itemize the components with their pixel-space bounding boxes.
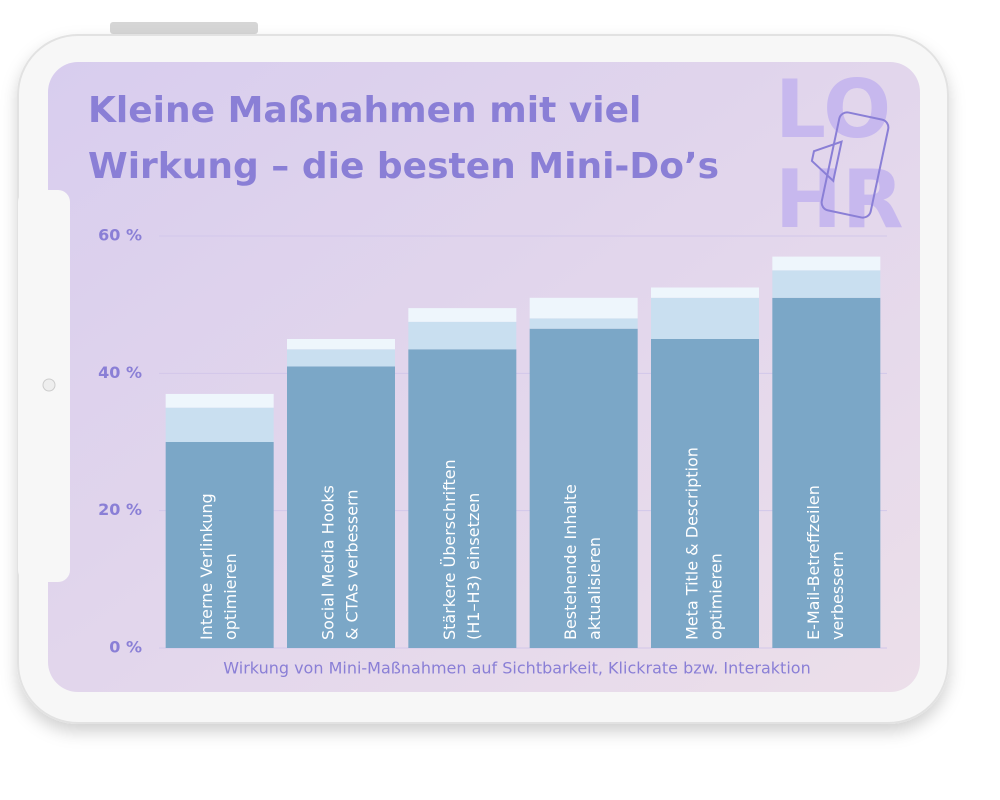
category-label: optimieren [221, 553, 240, 640]
power-button [110, 22, 258, 34]
category-label: E-Mail-Betreffzeilen [804, 485, 823, 640]
bar-segment [772, 256, 881, 271]
bar-segment [165, 393, 274, 408]
x-axis-label: Wirkung von Mini-Maßnahmen auf Sichtbark… [223, 659, 810, 678]
category-label: (H1–H3) einsetzen [464, 493, 483, 640]
bar-segment [529, 328, 638, 648]
bar-segment [651, 287, 759, 298]
y-tick-label: 60 % [98, 226, 142, 245]
logo-icon [810, 111, 890, 219]
logo-text: HR [775, 153, 904, 246]
category-label: Bestehende Inhalte [561, 484, 580, 640]
bar-segment [408, 308, 517, 322]
bar-segment [529, 318, 638, 329]
bar-segment [651, 339, 759, 648]
category-label: Interne Verlinkung [197, 493, 216, 640]
category-label: Meta Title & Description [683, 447, 702, 640]
bar-segment [408, 321, 517, 350]
bar-segment [287, 366, 395, 648]
bar-segment [287, 349, 395, 367]
bar-segment [287, 339, 395, 350]
logo-text: LO [775, 63, 891, 156]
y-tick-label: 0 % [109, 638, 142, 657]
y-tick-label: 40 % [98, 363, 142, 382]
chart-title: Wirkung – die besten Mini-Do’s [88, 146, 719, 187]
category-label: Stärkere Überschriften [440, 459, 459, 640]
chart-title: Kleine Maßnahmen mit viel [88, 90, 641, 131]
category-label: Social Media Hooks [319, 485, 338, 640]
category-label: optimieren [707, 553, 726, 640]
category-label: verbessern [828, 551, 847, 640]
bar-segment [529, 297, 638, 319]
bar-segment [408, 349, 517, 648]
category-label: & CTAs verbessern [343, 490, 362, 640]
y-tick-label: 20 % [98, 500, 142, 519]
camera [42, 378, 56, 392]
bar-segment [165, 442, 274, 648]
bar-segment [651, 297, 759, 339]
category-label: aktualisieren [585, 537, 604, 640]
bar-segment [772, 297, 881, 648]
bar-segment [165, 407, 274, 442]
bar-segment [772, 270, 881, 298]
